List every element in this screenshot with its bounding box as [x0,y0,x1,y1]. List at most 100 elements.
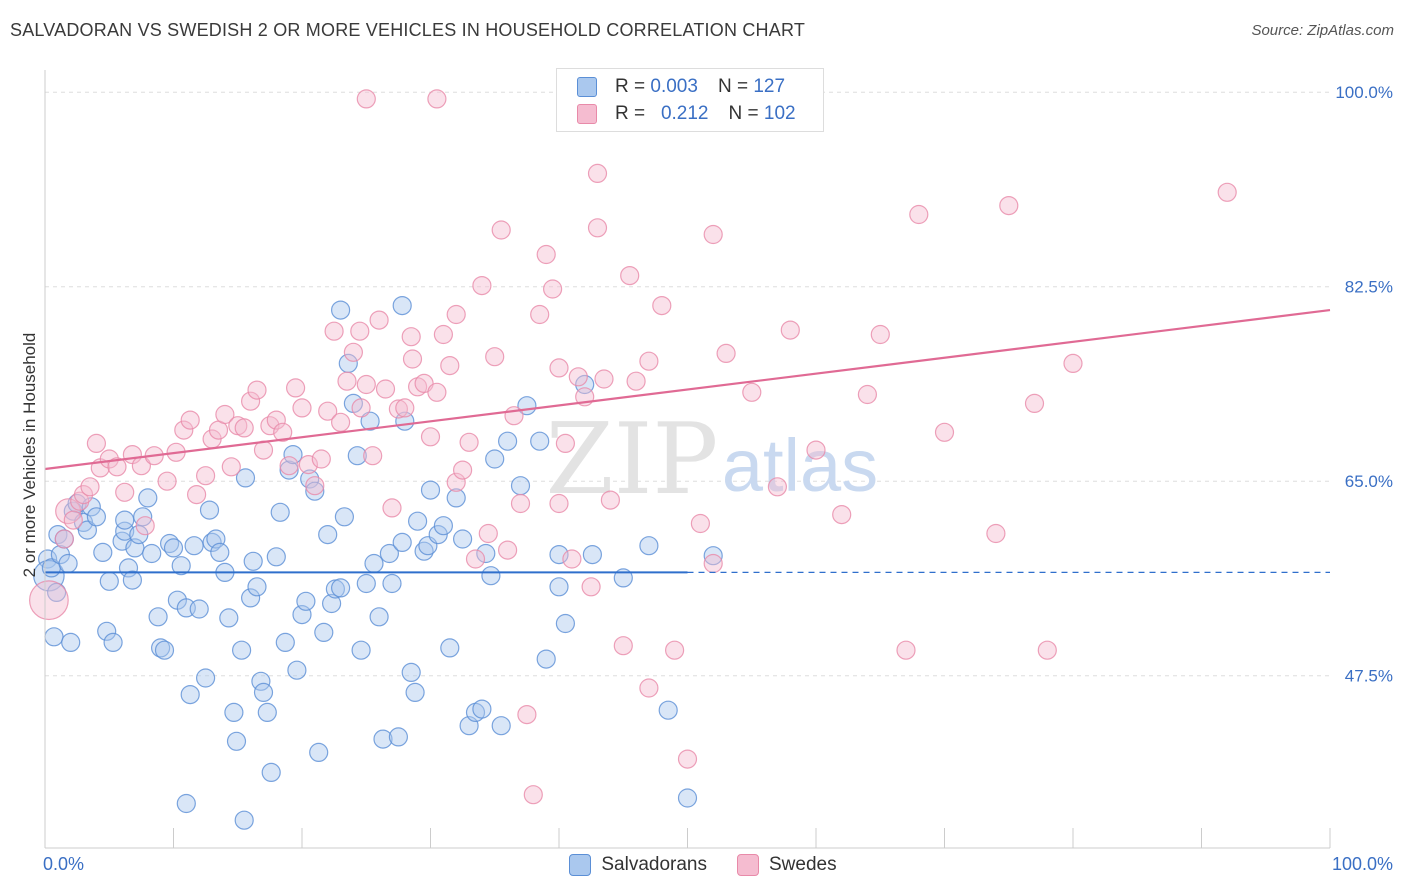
point-salvadorans [261,762,281,783]
point-swedes [369,310,389,330]
point-salvadorans [491,716,511,736]
point-swedes [498,540,518,560]
point-swedes [351,398,371,418]
point-salvadorans [46,582,67,603]
point-salvadorans [275,632,295,653]
point-salvadorans [485,449,505,469]
point-swedes [29,580,69,621]
point-salvadorans [279,460,299,480]
point-swedes [54,529,74,549]
point-salvadorans [99,571,119,591]
point-swedes [620,266,640,286]
point-salvadorans [392,532,412,553]
series-legend: Salvadorans Swedes [0,852,1406,878]
point-swedes [266,410,286,430]
point-swedes [690,513,711,534]
point-salvadorans [382,573,402,594]
point-salvadorans [251,671,271,691]
point-swedes [832,504,852,525]
point-salvadorans [61,632,81,653]
point-swedes [568,367,588,387]
point-swedes [517,704,537,725]
point-swedes [157,471,177,491]
point-salvadorans [115,510,135,530]
point-salvadorans [171,556,191,576]
point-salvadorans [446,488,466,508]
point-swedes [767,477,788,497]
point-salvadorans [58,553,78,574]
x-tick-label: 0.0% [43,854,84,874]
point-swedes [343,342,363,362]
y-tick-label: 82.5% [1345,278,1393,297]
point-swedes [472,276,492,296]
point-swedes [581,577,601,597]
legend-item-swedes[interactable]: Swedes [737,854,837,876]
point-swedes [241,391,261,411]
point-swedes [664,640,685,660]
point-salvadorans [234,810,254,830]
point-swedes [510,493,531,514]
point-swedes [857,384,878,405]
point-swedes [870,324,890,345]
legend-n-label: N = [717,76,749,97]
point-swedes [356,374,376,395]
point-salvadorans [148,607,168,627]
y-tick-label: 65.0% [1345,472,1393,491]
legend-r-value: 0.212 [660,103,709,124]
point-swedes [337,371,357,391]
point-salvadorans [210,542,230,563]
point-salvadorans [369,607,389,627]
point-swedes [639,678,659,698]
point-salvadorans [549,577,569,597]
point-swedes [135,516,155,536]
point-swedes [555,433,576,453]
grid-lines [45,91,1330,677]
point-swedes [896,640,916,660]
point-salvadorans [392,296,412,316]
point-salvadorans [582,544,603,565]
point-salvadorans [364,553,384,574]
point-salvadorans [176,793,196,814]
point-salvadorans [379,543,399,564]
source-label: Source: ZipAtlas.com [1251,22,1394,39]
point-swedes [536,244,556,265]
point-salvadorans [613,568,633,588]
point-salvadorans [476,543,496,564]
legend-row-swedes: R = 0.212 N = 102 [577,102,796,126]
y-tick-label: 100.0% [1335,83,1393,102]
legend-r-label: R = [615,76,646,97]
point-swedes [55,498,82,525]
point-salvadorans [658,700,678,720]
legend-label-swedes: Swedes [769,854,837,875]
point-swedes [523,785,543,805]
point-swedes [440,356,460,376]
point-salvadorans [414,541,434,561]
point-swedes [549,358,569,378]
point-salvadorans [472,699,492,719]
point-swedes [1024,393,1045,413]
point-salvadorans [93,542,113,563]
point-swedes [806,440,826,460]
point-salvadorans [428,524,448,545]
point-swedes [934,422,955,442]
point-swedes [350,321,370,341]
point-salvadorans [86,507,107,527]
point-salvadorans [115,521,135,541]
point-salvadorans [243,551,263,571]
point-salvadorans [154,640,175,660]
point-salvadorans [420,480,441,500]
legend-item-salvadorans[interactable]: Salvadorans [569,854,707,876]
point-swedes [542,279,563,299]
point-salvadorans [347,446,367,466]
tick-labels: 47.5% 65.0% 82.5% 100.0% 0.0% 100.0% [43,83,1393,874]
point-salvadorans [287,660,307,680]
point-salvadorans [219,608,239,628]
point-swedes [107,457,127,477]
point-salvadorans [510,476,531,496]
point-swedes [279,456,299,476]
legend-label-salvadorans: Salvadorans [601,854,707,875]
point-swedes [1217,182,1237,202]
point-swedes [382,498,402,518]
point-salvadorans [453,529,473,549]
